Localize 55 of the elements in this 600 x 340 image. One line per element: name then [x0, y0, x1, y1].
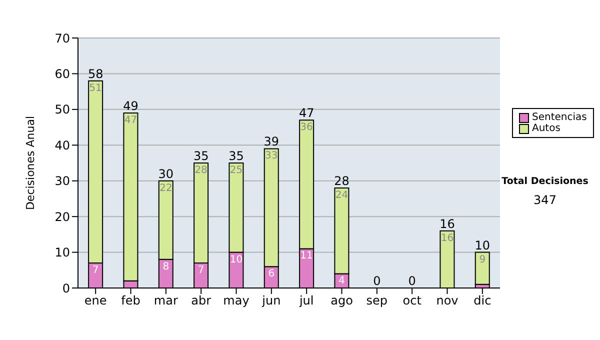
- data-label: 9: [479, 254, 486, 266]
- x-tick-label: jun: [261, 294, 281, 308]
- total-label: 10: [474, 238, 490, 252]
- total-label: 58: [88, 66, 104, 81]
- total-label: 47: [298, 106, 314, 120]
- y-tick-label: 50: [54, 102, 70, 117]
- y-tick-label: 20: [54, 210, 70, 224]
- text: Total Decisiones: [500, 176, 590, 187]
- y-tick-label: 0: [62, 281, 70, 296]
- x-tick-label: mar: [154, 294, 178, 308]
- x-tick-label: feb: [121, 294, 140, 308]
- data-label: 4: [338, 276, 345, 287]
- total-label: 35: [228, 149, 244, 163]
- data-label: 7: [92, 265, 99, 276]
- data-label: 11: [300, 250, 313, 262]
- x-tick-label: sep: [366, 294, 388, 308]
- legend-label: Sentencias: [532, 112, 587, 123]
- total-label: 28: [334, 174, 350, 188]
- data-label: 51: [89, 82, 102, 94]
- data-label: 22: [160, 182, 172, 194]
- data-label: 8: [162, 261, 170, 272]
- x-tick-label: nov: [436, 294, 458, 308]
- y-tick-label: 70: [54, 31, 70, 46]
- bar: [474, 252, 490, 285]
- x-tick-label: ene: [84, 294, 107, 308]
- total-label: 35: [193, 149, 209, 163]
- x-tick-label: ago: [330, 294, 353, 308]
- legend-label: Autos: [532, 123, 560, 134]
- text: 347: [532, 193, 558, 207]
- y-tick-label: 60: [54, 66, 70, 81]
- x-tick-label: may: [223, 294, 250, 308]
- total-label: 30: [158, 166, 174, 181]
- data-label: 47: [124, 115, 138, 126]
- x-tick-label: oct: [402, 294, 422, 308]
- x-tick-label: dic: [474, 294, 492, 308]
- y-axis-title: Decisiones Anual: [24, 116, 37, 210]
- data-label: 6: [268, 268, 275, 280]
- total-label: 0: [373, 274, 381, 288]
- x-tick-label: jul: [298, 294, 314, 308]
- data-label: 36: [300, 122, 313, 134]
- x-tick-label: abr: [191, 294, 212, 308]
- y-tick-label: 40: [54, 138, 70, 152]
- data-label: 10: [230, 254, 243, 266]
- data-label: 16: [440, 232, 454, 244]
- data-label: 24: [335, 190, 348, 201]
- total-label: 0: [408, 274, 416, 288]
- data-label: 28: [194, 165, 208, 176]
- data-label: 25: [230, 165, 243, 176]
- total-label: 39: [264, 134, 280, 149]
- y-tick-label: 10: [54, 246, 70, 260]
- y-tick-label: 30: [54, 174, 70, 188]
- data-label: 7: [198, 265, 204, 276]
- total-label: 49: [123, 99, 138, 113]
- data-label: 33: [265, 150, 278, 162]
- total-label: 16: [440, 216, 455, 231]
